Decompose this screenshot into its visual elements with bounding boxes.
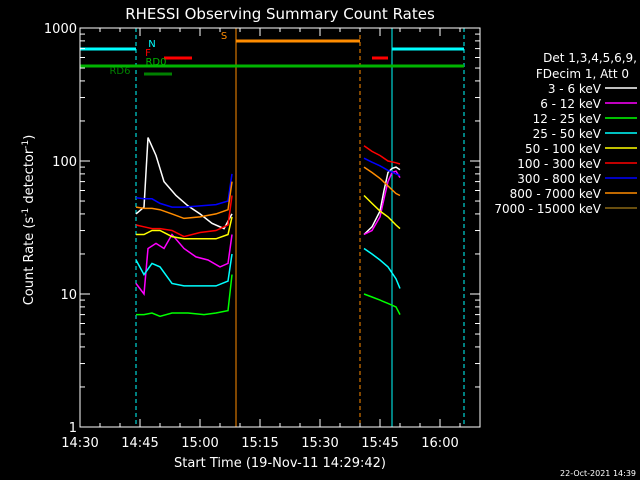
x-tick-label: 14:45 — [121, 436, 158, 451]
series-line — [135, 195, 233, 238]
series-line — [135, 173, 233, 208]
y-tick-label: 1 — [69, 421, 77, 436]
flag-label-f: F — [145, 48, 151, 59]
series-line — [135, 137, 233, 230]
series-line — [363, 247, 401, 289]
series-line — [135, 253, 233, 287]
series-line — [136, 274, 233, 318]
plot-frame — [79, 27, 481, 428]
legend-label: 3 - 6 keV — [548, 82, 602, 96]
x-tick-label: 15:15 — [241, 436, 278, 451]
series-line — [363, 166, 401, 197]
legend-header-2: FDecim 1, Att 0 — [536, 67, 629, 81]
series-line — [136, 216, 233, 240]
series-line — [363, 170, 401, 236]
series-line — [363, 157, 401, 177]
series-lines — [135, 137, 401, 318]
series-line — [363, 293, 401, 315]
flag-label-rd0: RD0 — [145, 57, 166, 68]
legend-label: 7000 - 15000 keV — [494, 202, 601, 216]
y-axis-label-mid: detector — [22, 148, 37, 208]
flag-label-n: N — [148, 39, 155, 50]
y-axis-label-main: Count Rate (s — [22, 217, 37, 306]
x-axis-label: Start Time (19-Nov-11 14:29:42) — [174, 456, 386, 471]
chart-title: RHESSI Observing Summary Count Rates — [125, 5, 435, 23]
series-line — [363, 194, 401, 230]
axes: 14:30 14:45 15:00 15:15 15:30 15:45 16:00 1 10 10… — [44, 22, 481, 451]
legend-label: 300 - 800 keV — [517, 172, 601, 186]
series-line — [363, 166, 401, 236]
x-tick-label: 15:45 — [361, 436, 398, 451]
series-line — [135, 181, 233, 220]
y-axis-label-end: ) — [22, 135, 37, 140]
y-tick-label: 1000 — [44, 22, 77, 37]
timestamp: 22-Oct-2021 14:39 — [560, 469, 636, 478]
y-axis-label-sup1: -1 — [21, 208, 31, 217]
x-tick-label: 15:00 — [181, 436, 218, 451]
x-tick-label: 14:30 — [61, 436, 98, 451]
legend-label: 25 - 50 keV — [533, 127, 602, 141]
y-axis-label-sup2: -1 — [21, 140, 31, 149]
y-axis-label: Count Rate (s-1 detector-1) — [21, 135, 37, 306]
plot-area — [79, 28, 465, 427]
legend-label: 50 - 100 keV — [525, 142, 602, 156]
series-line — [135, 233, 233, 296]
x-tick-label: 15:30 — [301, 436, 338, 451]
y-tick-label: 100 — [52, 155, 77, 170]
y-tick-label: 10 — [60, 288, 77, 303]
x-tick-label: 16:00 — [421, 436, 458, 451]
legend-header-1: Det 1,3,4,5,6,9, — [543, 51, 637, 65]
series-line — [363, 145, 401, 165]
flag-label-s: S — [221, 31, 227, 42]
legend-label: 800 - 7000 keV — [510, 187, 602, 201]
legend-label: 12 - 25 keV — [533, 112, 602, 126]
flag-label-rd6: RD6 — [109, 66, 130, 77]
legend-label: 6 - 12 keV — [540, 97, 602, 111]
legend-label: 100 - 300 keV — [517, 157, 601, 171]
